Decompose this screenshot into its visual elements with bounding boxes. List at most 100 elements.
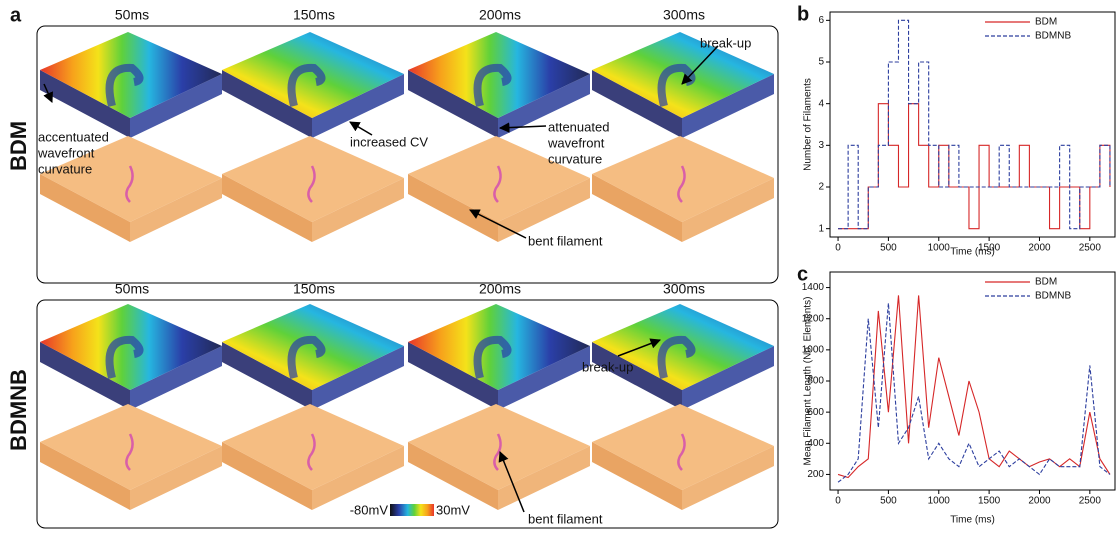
slab-side xyxy=(312,74,404,138)
row-label: BDM xyxy=(6,121,31,171)
x-tick-label: 500 xyxy=(880,243,897,254)
annotation-arrow xyxy=(681,45,719,85)
annotation: wavefront xyxy=(37,145,95,160)
y-tick-label: 200 xyxy=(807,469,824,480)
y-tick-label: 6 xyxy=(818,15,824,26)
x-axis-label: Time (ms) xyxy=(950,515,995,526)
annotation-arrow xyxy=(498,122,547,133)
slab-side xyxy=(408,442,498,510)
x-axis-label: Time (ms) xyxy=(950,247,995,258)
slabs xyxy=(40,32,774,510)
row-label: BDMNB xyxy=(6,369,31,451)
y-tick-label: 4 xyxy=(818,98,824,109)
y-tick-label: 400 xyxy=(807,438,824,449)
legend-label: BDM xyxy=(1035,17,1057,28)
x-tick-label: 1500 xyxy=(978,496,1001,507)
annotation-arrow xyxy=(469,209,527,239)
legend-label: BDMNB xyxy=(1035,291,1071,302)
annotation: bent filament xyxy=(528,511,603,526)
slab-side xyxy=(40,342,130,410)
slab-top xyxy=(222,136,404,222)
slab-top xyxy=(40,404,222,490)
spiral-wave xyxy=(287,335,326,379)
annotation: break-up xyxy=(582,359,633,374)
annotation: curvature xyxy=(548,151,602,166)
slab-top xyxy=(222,404,404,490)
slab-side xyxy=(592,70,682,138)
slab-side xyxy=(498,446,590,510)
y-tick-label: 5 xyxy=(818,57,824,68)
slab-side xyxy=(498,178,590,242)
filament xyxy=(493,433,502,471)
y-axis-label: Number of Filaments xyxy=(803,78,814,171)
time-label: 200ms xyxy=(479,7,521,23)
x-tick-label: 1500 xyxy=(978,243,1001,254)
slab-side xyxy=(408,174,498,242)
filament xyxy=(493,165,502,203)
slab-side xyxy=(592,442,682,510)
x-tick-label: 500 xyxy=(880,496,897,507)
annotation: accentuated xyxy=(38,129,109,144)
spiral-wave xyxy=(473,335,512,379)
slab-top xyxy=(40,304,222,390)
panel-frame xyxy=(36,299,779,529)
slab-side xyxy=(130,178,222,242)
slab-side xyxy=(498,346,590,410)
x-tick-label: 2000 xyxy=(1028,243,1051,254)
y-tick-label: 3 xyxy=(818,140,824,151)
panel-frame xyxy=(36,25,779,284)
spiral-wave xyxy=(105,63,144,107)
spiral-wave xyxy=(657,335,696,379)
y-axis-label: Mean Filament Length (No. Elements) xyxy=(803,297,814,466)
slab-side xyxy=(682,346,774,410)
slab-side xyxy=(682,178,774,242)
panel-letter: a xyxy=(10,4,22,26)
data-line xyxy=(837,295,1111,479)
colorbar xyxy=(390,504,434,516)
slab-side xyxy=(312,346,404,410)
time-label: 300ms xyxy=(663,7,705,23)
slab-top xyxy=(40,32,222,118)
data-line xyxy=(838,19,1111,230)
slab-top xyxy=(222,32,404,118)
filament xyxy=(677,165,686,203)
y-tick-label: 1200 xyxy=(802,313,825,324)
legend-label: BDMNB xyxy=(1035,31,1071,42)
slab-side xyxy=(40,442,130,510)
time-label: 50ms xyxy=(115,281,149,297)
time-label: 50ms xyxy=(115,7,149,23)
slab-top xyxy=(408,404,590,490)
annotation: attenuated xyxy=(548,119,609,134)
colorbar-label: 30mV xyxy=(436,502,470,517)
y-tick-label: 1000 xyxy=(802,344,825,355)
slab-side xyxy=(130,446,222,510)
slab-side xyxy=(130,74,222,138)
slab-side xyxy=(222,442,312,510)
y-tick-label: 600 xyxy=(807,407,824,418)
annotation: break-up xyxy=(700,35,751,50)
data-line xyxy=(837,303,1111,483)
spiral-wave xyxy=(473,63,512,107)
filament xyxy=(125,165,134,203)
annotation-arrow xyxy=(617,338,661,357)
slab-side xyxy=(592,342,682,410)
plot-frame xyxy=(829,271,1116,491)
slab-side xyxy=(222,342,312,410)
x-tick-label: 0 xyxy=(835,496,841,507)
slab-top xyxy=(592,136,774,222)
y-tick-label: 2 xyxy=(818,182,824,193)
spiral-wave xyxy=(105,335,144,379)
slab-top xyxy=(408,304,590,390)
time-label: 150ms xyxy=(293,7,335,23)
slab-side xyxy=(40,70,130,138)
time-label: 200ms xyxy=(479,281,521,297)
slab-side xyxy=(498,74,590,138)
time-label: 150ms xyxy=(293,281,335,297)
slab-side xyxy=(408,70,498,138)
time-label: 300ms xyxy=(663,281,705,297)
filament xyxy=(307,165,316,203)
plot-frame xyxy=(829,11,1116,238)
legend-label: BDM xyxy=(1035,277,1057,288)
slab-top xyxy=(592,404,774,490)
